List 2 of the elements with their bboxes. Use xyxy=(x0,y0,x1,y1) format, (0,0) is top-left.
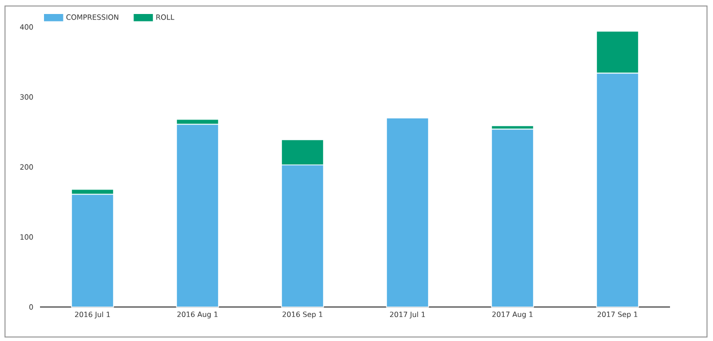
bar xyxy=(386,118,429,308)
bar xyxy=(491,128,534,308)
